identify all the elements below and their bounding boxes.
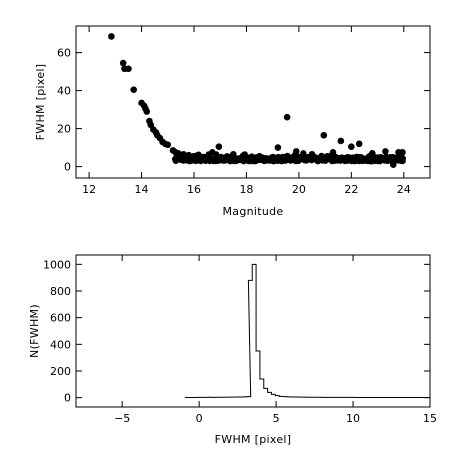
scatter-panel: 12 14 16 18 20 22 24 0 20 40 60 Magnitude FWHM [pi… bbox=[34, 25, 431, 218]
scatter-point bbox=[195, 153, 203, 161]
scatter-point bbox=[230, 150, 237, 158]
scatter-point bbox=[215, 143, 223, 150]
scatter-point bbox=[256, 152, 263, 160]
scatter-point bbox=[119, 59, 127, 67]
scatter-point bbox=[174, 150, 182, 157]
scatter-point bbox=[348, 143, 355, 150]
scatter-point bbox=[209, 149, 216, 156]
histogram-x-axis-label: FWHM [pixel] bbox=[215, 433, 292, 446]
scatter-point bbox=[125, 65, 132, 73]
histogram-y-axis-label: N(FWHM) bbox=[28, 304, 41, 358]
scatter-point bbox=[389, 161, 397, 168]
scatter-point bbox=[308, 150, 316, 158]
scatter-point bbox=[283, 113, 291, 121]
scatter-x-tick-label: 24 bbox=[397, 183, 411, 196]
histogram-x-tick-label: 0 bbox=[196, 412, 203, 425]
histogram-y-tick-label: 0 bbox=[64, 392, 71, 405]
histogram-y-tick-label: 800 bbox=[50, 285, 71, 298]
scatter-y-tick-label: 60 bbox=[57, 47, 71, 60]
scatter-point bbox=[355, 140, 363, 148]
histogram-y-tick-label: 600 bbox=[50, 312, 71, 325]
scatter-point bbox=[369, 150, 376, 157]
scatter-point bbox=[274, 144, 282, 151]
histogram-x-tick-label: −5 bbox=[114, 412, 130, 425]
scatter-x-tick-label: 18 bbox=[239, 183, 253, 196]
scatter-point bbox=[292, 148, 300, 155]
scatter-x-tick-label: 12 bbox=[82, 183, 96, 196]
scatter-point bbox=[320, 131, 328, 139]
scatter-y-axis-label: FWHM [pixel] bbox=[34, 64, 47, 141]
histogram-x-tick-label: 10 bbox=[346, 412, 360, 425]
scatter-point bbox=[397, 152, 405, 160]
histogram-x-tick-label: 15 bbox=[423, 412, 437, 425]
scatter-point bbox=[130, 86, 137, 93]
histogram-y-tick-label: 200 bbox=[50, 365, 71, 378]
scatter-x-tick-label: 22 bbox=[344, 183, 358, 196]
scatter-point bbox=[108, 33, 115, 40]
scatter-point bbox=[382, 148, 389, 155]
scatter-point bbox=[185, 151, 193, 159]
scatter-point bbox=[190, 152, 198, 160]
histogram-y-tick-label: 400 bbox=[50, 338, 71, 351]
scatter-point bbox=[164, 141, 172, 149]
scatter-axis-ticks: 12 14 16 18 20 22 24 0 20 40 60 bbox=[57, 26, 430, 196]
histogram-steps bbox=[184, 263, 430, 399]
scatter-x-axis-label: Magnitude bbox=[223, 205, 284, 218]
histogram-y-tick-label: 1000 bbox=[43, 258, 71, 271]
histogram-panel: −5 0 5 10 15 0 200 400 600 800 1000 FWHM [pixel] N… bbox=[28, 254, 437, 446]
scatter-points bbox=[108, 33, 406, 168]
scatter-point bbox=[337, 137, 345, 145]
scatter-point bbox=[329, 149, 337, 156]
scatter-point bbox=[203, 154, 211, 162]
scatter-x-tick-label: 20 bbox=[292, 183, 306, 196]
scatter-y-tick-label: 40 bbox=[57, 85, 71, 98]
histogram-axis-ticks: −5 0 5 10 15 0 200 400 600 800 1000 bbox=[43, 255, 437, 425]
scatter-point bbox=[143, 108, 151, 115]
scatter-x-tick-label: 16 bbox=[187, 183, 201, 196]
scatter-x-tick-label: 14 bbox=[135, 183, 149, 196]
scatter-point bbox=[180, 150, 187, 158]
scatter-y-tick-label: 0 bbox=[64, 161, 71, 174]
scatter-plot-frame bbox=[75, 25, 431, 179]
scatter-y-tick-label: 20 bbox=[57, 123, 71, 136]
histogram-plot-frame bbox=[75, 254, 431, 408]
histogram-x-tick-label: 5 bbox=[273, 412, 280, 425]
